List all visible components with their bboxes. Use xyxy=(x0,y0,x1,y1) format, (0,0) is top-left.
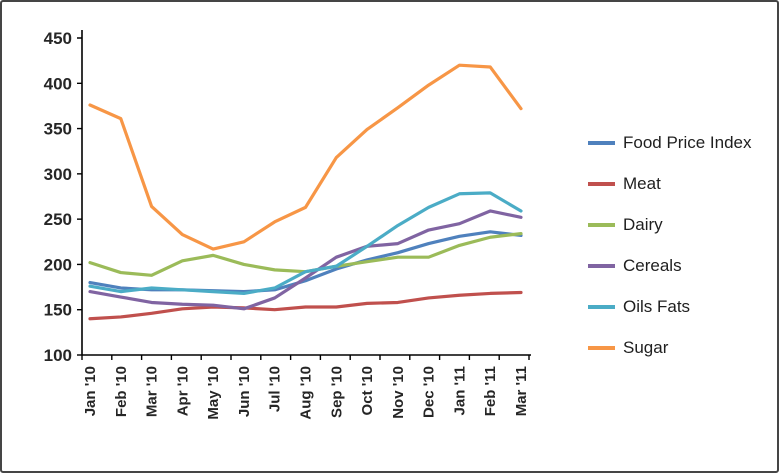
legend-label: Dairy xyxy=(623,214,663,234)
y-axis-label: 250 xyxy=(44,210,72,229)
x-axis-label: May '10 xyxy=(205,366,222,420)
x-axis-label: Feb '11 xyxy=(482,366,499,416)
sugar-legend-marker-icon xyxy=(588,345,615,350)
x-axis-label: Feb '10 xyxy=(113,366,130,417)
series-line-sugar xyxy=(88,63,523,251)
legend-item-sugar: Sugar xyxy=(588,327,774,368)
x-axis-label: Sep '10 xyxy=(328,366,345,418)
series-line-meat xyxy=(88,290,523,321)
x-axis-label: Oct '10 xyxy=(359,366,376,415)
legend-label: Meat xyxy=(623,173,661,193)
x-axis-label: Jan '11 xyxy=(451,366,468,415)
cereals-legend-marker-icon xyxy=(588,263,615,268)
dairy-legend-marker-icon xyxy=(588,222,615,227)
legend-item-oils-fats: Oils Fats xyxy=(588,286,774,327)
x-axis-label: Mar '11 xyxy=(513,366,530,416)
legend-label: Food Price Index xyxy=(623,132,752,152)
x-axis-label: Nov '10 xyxy=(390,366,407,419)
legend-item-cereals: Cereals xyxy=(588,245,774,286)
x-axis-label: Apr '10 xyxy=(174,366,191,416)
legend-label: Oils Fats xyxy=(623,296,691,316)
oils-fats-legend-marker-icon xyxy=(588,304,615,309)
x-axis-label: Jun '10 xyxy=(236,366,253,417)
legend-label: Cereals xyxy=(623,255,682,275)
y-axis-label: 100 xyxy=(44,346,72,365)
y-axis-label: 450 xyxy=(44,29,72,48)
y-axis-label: 350 xyxy=(44,120,72,139)
y-axis-label: 200 xyxy=(44,255,72,274)
x-axis-label: Jan '10 xyxy=(82,366,99,416)
x-axis-label: Dec '10 xyxy=(421,366,438,418)
meat-legend-marker-icon xyxy=(588,181,615,186)
y-axis-label: 150 xyxy=(44,301,72,320)
y-axis-label: 400 xyxy=(44,74,72,93)
series-line-cereals xyxy=(88,209,523,311)
x-axis-label: Jul '10 xyxy=(267,366,284,412)
legend-item-meat: Meat xyxy=(588,163,774,204)
legend-item-dairy: Dairy xyxy=(588,204,774,245)
legend-item-food-price-index: Food Price Index xyxy=(588,122,774,163)
chart-legend: Food Price Index Meat Dairy Cereals Oils Fat… xyxy=(588,122,774,368)
series-line-dairy xyxy=(88,232,523,277)
x-axis-label: Aug '10 xyxy=(298,366,315,420)
series-line-food-price-index xyxy=(88,230,523,294)
y-axis-label: 300 xyxy=(44,165,72,184)
series-line-oils-fats xyxy=(88,191,523,296)
legend-label: Sugar xyxy=(623,337,669,357)
food-price-index-legend-marker-icon xyxy=(588,140,615,145)
x-axis-label: Mar '10 xyxy=(144,366,161,417)
